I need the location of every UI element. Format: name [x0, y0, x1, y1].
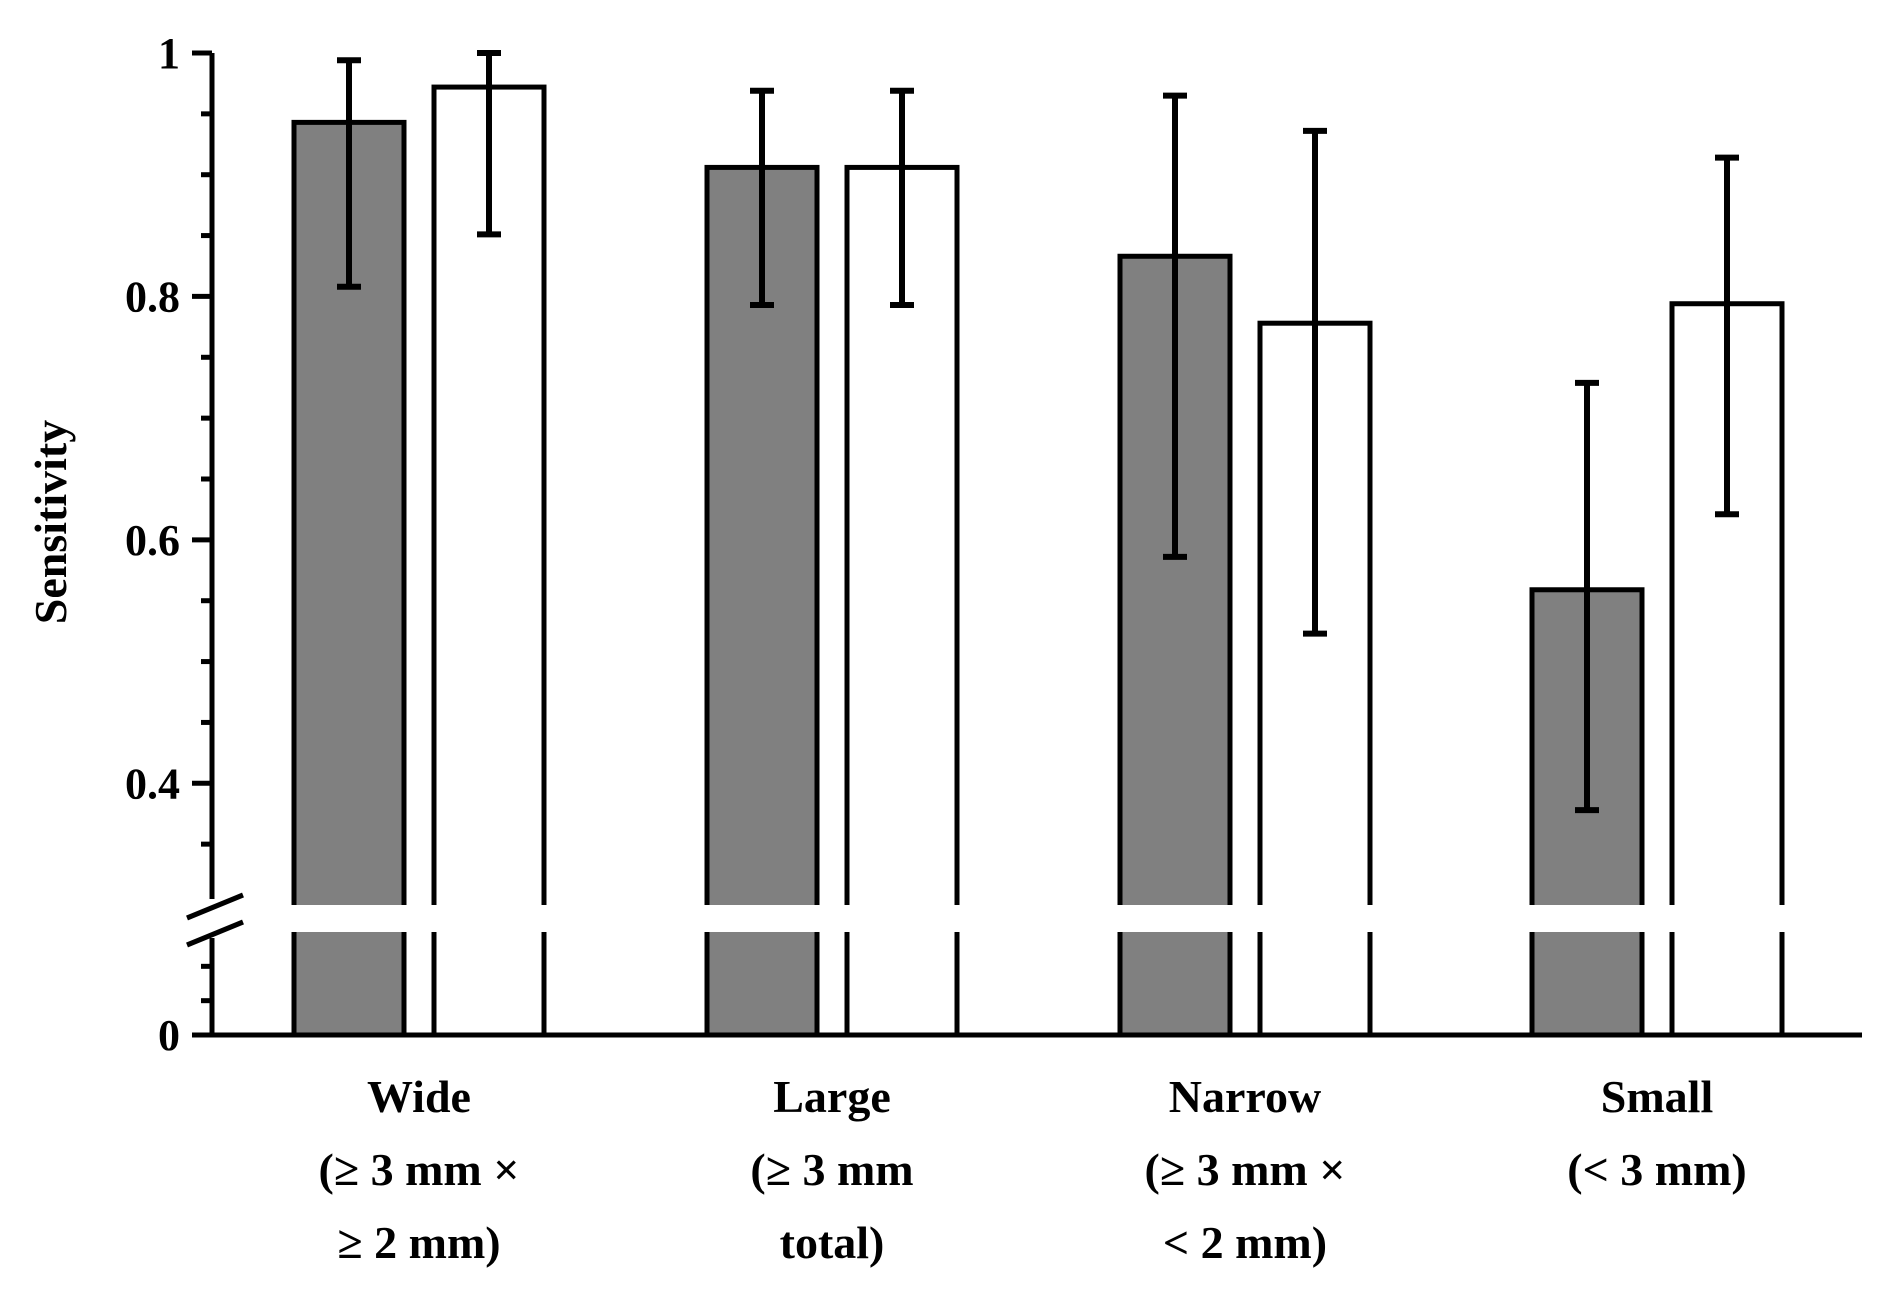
y-tick-label-3: 0.6 [125, 516, 180, 565]
y-tick-label-4: 0.4 [125, 759, 180, 808]
x-category-label-line: total) [780, 1217, 885, 1268]
x-category-label-line: < 2 mm) [1163, 1217, 1327, 1268]
axis-break [182, 892, 1862, 948]
bar-series-1-cat2 [704, 164, 820, 1038]
axis-break-slash-2 [186, 919, 244, 948]
x-category-label-2: Large (≥ 3 mm total) [750, 1071, 913, 1268]
x-category-label-1: Wide (≥ 3 mm × ≥ 2 mm) [319, 1071, 520, 1268]
y-axis-title: Sensitivity [25, 420, 76, 624]
axis-break-slash-1 [186, 892, 244, 921]
x-category-label-line: Small [1601, 1071, 1713, 1122]
x-category-label-line: Wide [367, 1071, 471, 1122]
bar-series-2-cat2 [844, 164, 960, 1038]
x-category-label-line: Large [773, 1071, 891, 1122]
error-bars-layer [337, 50, 1739, 814]
x-category-label-line: (≥ 3 mm [750, 1144, 913, 1195]
x-category-label-4: Small (< 3 mm) [1567, 1071, 1747, 1195]
axis-break-gap [182, 905, 1862, 932]
x-category-label-line: (< 3 mm) [1567, 1144, 1747, 1195]
x-category-label-line: (≥ 3 mm × [319, 1144, 520, 1195]
y-tick-label-5: 0 [158, 1011, 180, 1060]
bars-layer [291, 84, 1785, 1038]
x-category-label-line: Narrow [1169, 1071, 1321, 1122]
x-category-label-line: (≥ 3 mm × [1145, 1144, 1346, 1195]
y-tick-label-2: 0.8 [125, 272, 180, 321]
axes [192, 50, 1862, 1038]
y-tick-label-1: 1 [158, 29, 180, 78]
x-category-label-3: Narrow (≥ 3 mm × < 2 mm) [1145, 1071, 1346, 1268]
labels-layer: 1 0.8 0.6 0.4 0 Wide (≥ 3 mm × ≥ 2 mm) Large (≥ 3… [25, 29, 1747, 1268]
x-category-label-line: ≥ 2 mm) [337, 1217, 500, 1268]
